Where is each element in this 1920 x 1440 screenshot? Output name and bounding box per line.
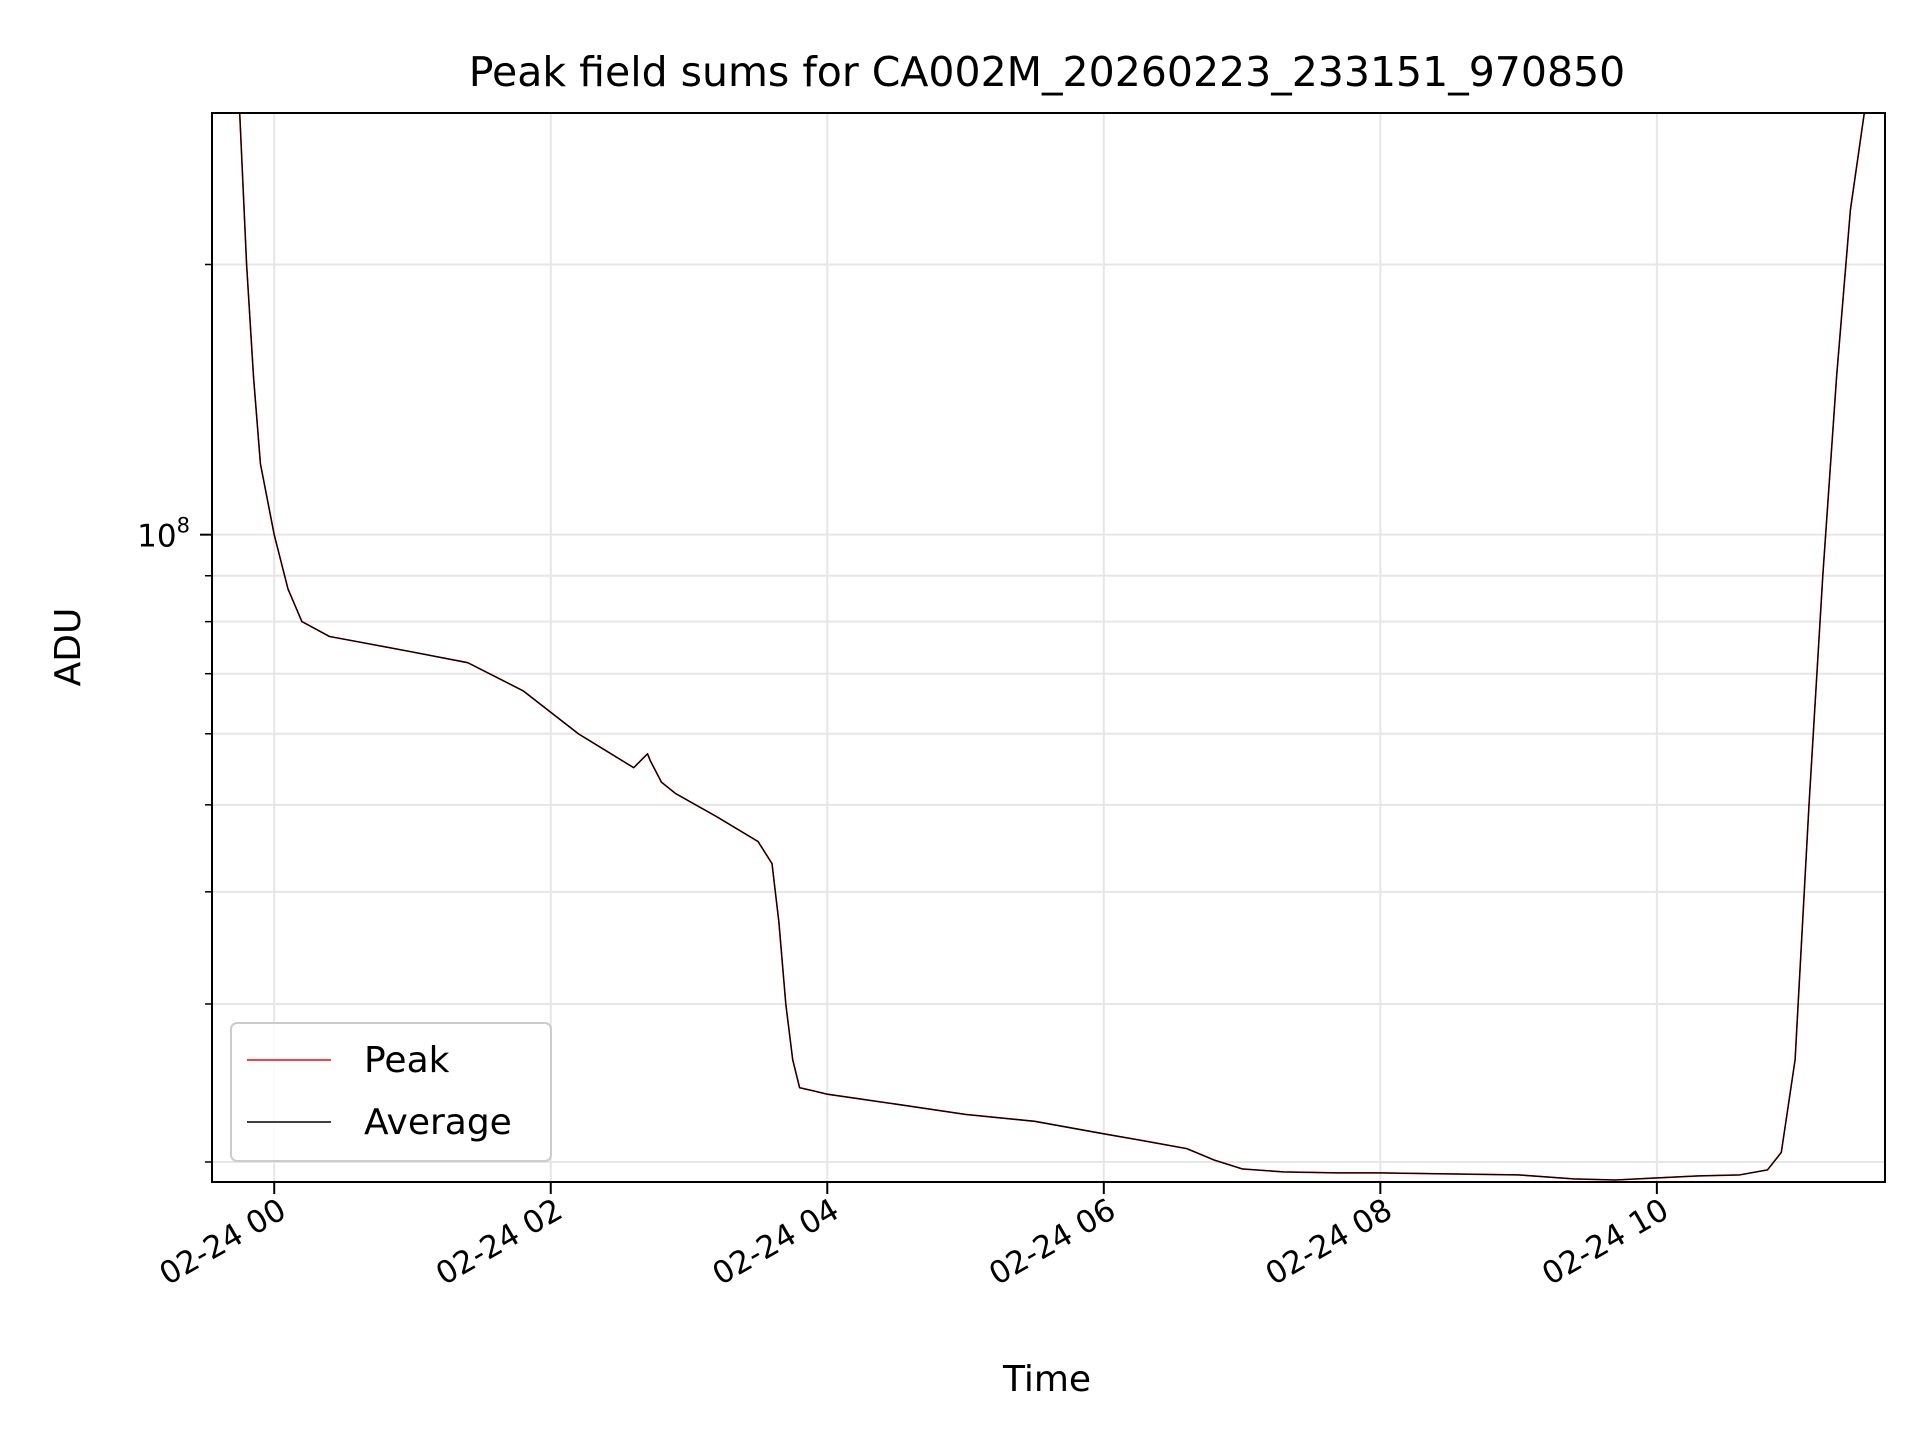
plot-frame xyxy=(211,112,1886,1183)
x-axis-label: Time xyxy=(1002,1359,1091,1400)
grid xyxy=(212,113,1885,1182)
y-tick-label: 108 xyxy=(137,514,190,555)
y-axis-label: ADU xyxy=(48,608,89,687)
legend: Peak Average xyxy=(230,1022,552,1162)
chart-title: Peak field sums for CA002M_20260223_2331… xyxy=(469,48,1626,96)
legend-label-peak: Peak xyxy=(364,1040,450,1081)
series-line-average xyxy=(232,113,1885,1181)
series-layer xyxy=(232,113,1885,1181)
y-tick-label-exponent: 8 xyxy=(177,514,190,538)
legend-box xyxy=(230,1022,552,1162)
legend-label-average: Average xyxy=(364,1102,512,1143)
y-tick-label-base: 10 xyxy=(137,519,176,555)
